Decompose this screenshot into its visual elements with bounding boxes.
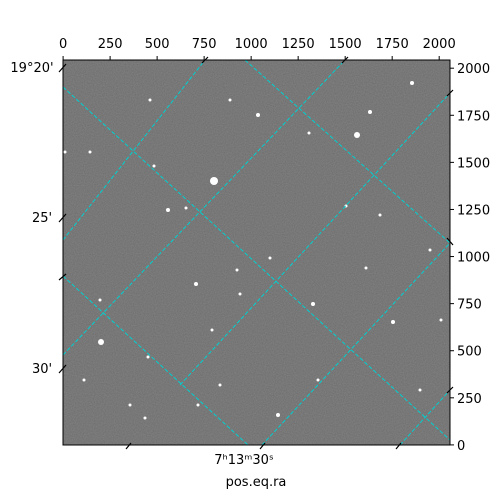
x-tick-label: 0	[59, 37, 67, 52]
y-tick-label: 1250	[457, 203, 490, 218]
y-tick-label: 750	[457, 298, 482, 313]
y-tick-label: 1750	[457, 109, 490, 124]
sky-image	[63, 60, 450, 445]
y-tick-label: 250	[457, 392, 482, 407]
ra-label: 7ʰ13ᵐ30ˢ	[214, 453, 274, 468]
dec-label: 30'	[32, 362, 52, 377]
x-tick-label: 750	[192, 37, 217, 52]
x-axis-label: pos.eq.ra	[226, 475, 287, 490]
x-tick-label: 1500	[329, 37, 362, 52]
x-tick-label: 500	[145, 37, 170, 52]
y-tick-label: 1000	[457, 251, 490, 266]
y-tick-label: 0	[457, 439, 465, 454]
x-tick-label: 2000	[423, 37, 456, 52]
x-tick-label: 250	[98, 37, 123, 52]
y-tick-label: 2000	[457, 62, 490, 77]
x-tick-label: 1250	[282, 37, 315, 52]
dec-label: 19°20'	[10, 61, 53, 76]
frame	[62, 59, 451, 446]
y-tick-label: 500	[457, 345, 482, 360]
x-tick-label: 1750	[376, 37, 409, 52]
coordinate-grid	[62, 59, 451, 446]
x-tick-label: 1000	[235, 37, 268, 52]
y-tick-label: 1500	[457, 156, 490, 171]
dec-label: 25'	[32, 211, 52, 226]
